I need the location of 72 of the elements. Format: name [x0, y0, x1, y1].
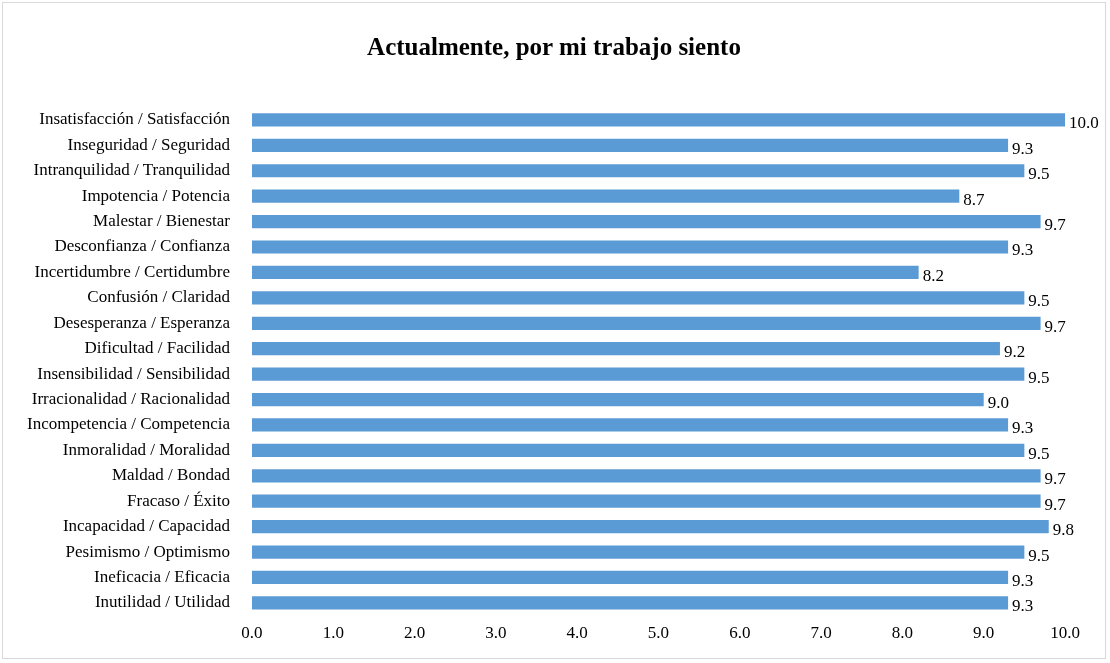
bar — [251, 240, 1009, 254]
bar — [251, 189, 960, 203]
bar — [251, 214, 1041, 229]
y-tick-label: Malestar / Bienestar — [93, 211, 231, 231]
bar — [251, 392, 984, 407]
data-label: 9.5 — [1028, 291, 1050, 311]
bar — [251, 443, 1025, 457]
bar — [251, 291, 1025, 305]
y-tick-label: Ineficacia / Eficacia — [94, 566, 231, 586]
y-tick-label: Insensibilidad / Sensibilidad — [37, 363, 231, 383]
y-tick-label: Intranquilidad / Tranquilidad — [33, 160, 231, 180]
bar — [251, 164, 1025, 178]
y-tick-label: Incertidumbre / Certidumbre — [34, 261, 230, 281]
data-label: 9.8 — [1052, 520, 1074, 540]
data-label: 9.5 — [1028, 367, 1050, 387]
x-tick-label: 0.0 — [241, 623, 263, 643]
x-tick-label: 8.0 — [891, 623, 914, 643]
y-tick-label: Confusión / Claridad — [87, 287, 231, 307]
data-label: 9.7 — [1044, 494, 1067, 514]
data-label: 9.0 — [987, 393, 1009, 412]
bar — [251, 316, 1041, 330]
data-label: 9.3 — [1012, 418, 1034, 438]
chart-title: Actualmente, por mi trabajo siento — [366, 33, 742, 61]
data-label: 10.0 — [1069, 113, 1099, 133]
bar — [251, 570, 1009, 585]
data-label: 9.7 — [1044, 215, 1067, 235]
bar — [251, 138, 1009, 152]
y-tick-label: Desconfianza / Confianza — [54, 236, 231, 256]
bar — [251, 494, 1041, 508]
data-label: 9.7 — [1044, 316, 1067, 336]
y-tick-label: Inmoralidad / Moralidad — [62, 439, 231, 459]
bar — [251, 265, 919, 280]
x-tick-label: 5.0 — [647, 623, 670, 643]
x-tick-label: 3.0 — [485, 623, 507, 643]
data-label: 8.2 — [922, 265, 944, 285]
bar — [251, 342, 1000, 356]
bar — [251, 596, 1009, 610]
x-tick-label: 9.0 — [973, 623, 995, 643]
bar — [251, 367, 1025, 381]
bar — [251, 469, 1041, 483]
y-tick-label: Inutilidad / Utilidad — [94, 592, 231, 612]
data-label: 9.5 — [1028, 443, 1050, 463]
y-tick-label: Pesimismo / Optimismo — [65, 541, 230, 561]
y-tick-label: Inseguridad / Seguridad — [67, 134, 231, 154]
bar — [251, 545, 1025, 559]
y-tick-label: Impotencia / Potencia — [81, 185, 231, 205]
bar — [251, 520, 1049, 534]
y-tick-label: Maldad / Bondad — [111, 465, 231, 485]
y-tick-label: Desesperanza / Esperanza — [53, 312, 231, 332]
x-tick-label: 4.0 — [566, 623, 588, 643]
data-label: 9.3 — [1012, 138, 1034, 158]
data-label: 9.2 — [1003, 342, 1026, 362]
x-tick-label: 7.0 — [810, 623, 832, 643]
y-tick-label: Insatisfacción / Satisfacción — [39, 109, 231, 129]
data-label: 9.5 — [1028, 164, 1050, 184]
y-tick-label: Incapacidad / Capacidad — [62, 516, 231, 536]
data-label: 9.3 — [1012, 596, 1034, 616]
data-label: 9.3 — [1012, 240, 1034, 260]
x-tick-label: 6.0 — [729, 623, 751, 643]
y-tick-label: Incompetencia / Competencia — [26, 414, 231, 434]
y-tick-label: Fracaso / Éxito — [127, 490, 230, 510]
y-tick-label: Irracionalidad / Racionalidad — [31, 389, 231, 408]
data-label: 9.3 — [1012, 570, 1034, 590]
y-tick-label: Dificultad / Facilidad — [84, 338, 231, 358]
x-tick-label: 10.0 — [1050, 623, 1080, 643]
data-label: 9.5 — [1028, 545, 1050, 565]
data-label: 9.7 — [1044, 469, 1067, 489]
x-tick-label: 2.0 — [403, 623, 426, 643]
bar — [251, 418, 1009, 432]
bar — [251, 113, 1065, 127]
data-label: 8.7 — [963, 189, 986, 209]
x-tick-label: 1.0 — [322, 623, 344, 643]
